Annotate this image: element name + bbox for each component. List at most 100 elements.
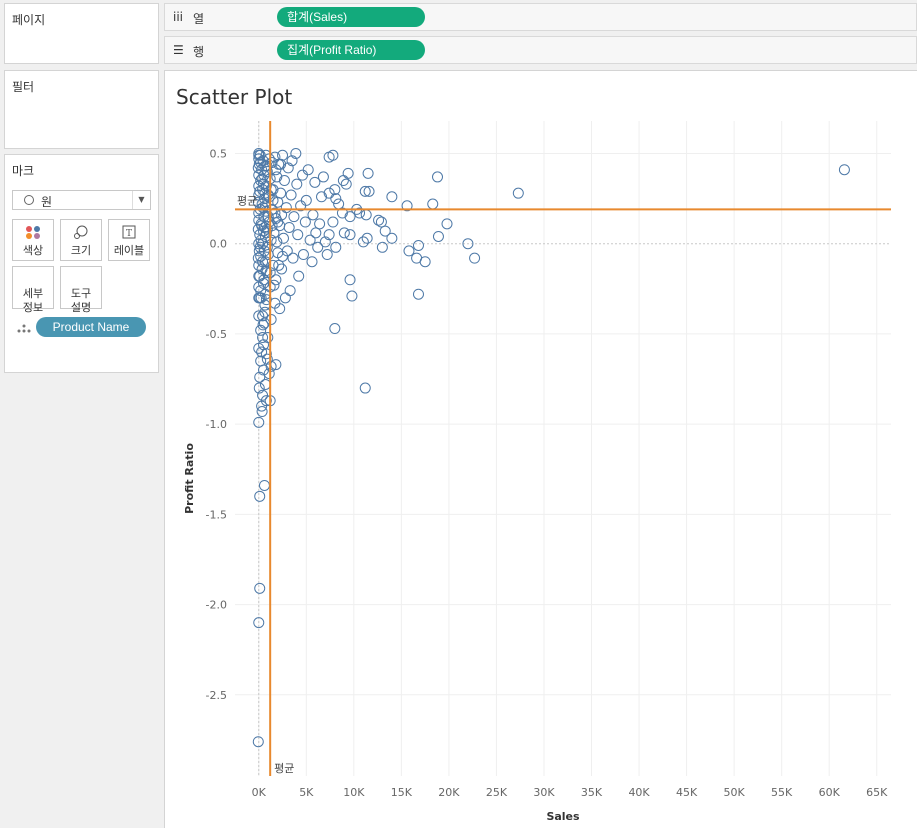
data-point[interactable] bbox=[268, 279, 280, 291]
data-point[interactable] bbox=[319, 236, 331, 248]
data-point[interactable] bbox=[376, 241, 388, 253]
data-point[interactable] bbox=[267, 259, 279, 271]
data-point[interactable] bbox=[373, 214, 385, 226]
data-point[interactable] bbox=[316, 191, 328, 203]
data-point[interactable] bbox=[361, 232, 373, 244]
data-point[interactable] bbox=[282, 162, 294, 174]
data-point[interactable] bbox=[512, 187, 524, 199]
data-point[interactable] bbox=[253, 259, 265, 271]
data-point[interactable] bbox=[277, 149, 289, 161]
data-point[interactable] bbox=[309, 176, 321, 188]
data-point[interactable] bbox=[293, 270, 305, 282]
data-point[interactable] bbox=[271, 171, 283, 183]
sales-pill[interactable]: 합계(Sales) bbox=[277, 7, 425, 27]
data-point[interactable] bbox=[257, 310, 269, 322]
data-point[interactable] bbox=[290, 147, 302, 159]
data-point[interactable] bbox=[330, 241, 342, 253]
data-point[interactable] bbox=[411, 252, 423, 264]
data-point[interactable] bbox=[337, 175, 349, 187]
data-point[interactable] bbox=[258, 479, 270, 491]
columns-shelf[interactable]: iii 열 합계(Sales) bbox=[164, 3, 917, 31]
data-point[interactable] bbox=[321, 249, 333, 261]
data-point[interactable] bbox=[255, 175, 267, 187]
data-point[interactable] bbox=[258, 274, 270, 286]
data-point[interactable] bbox=[427, 198, 439, 210]
data-point[interactable] bbox=[286, 155, 298, 167]
data-point[interactable] bbox=[254, 185, 266, 197]
data-point[interactable] bbox=[329, 184, 341, 196]
data-point[interactable] bbox=[273, 259, 285, 271]
data-point[interactable] bbox=[254, 241, 266, 253]
data-point[interactable] bbox=[260, 294, 272, 306]
mark-type-dropdown[interactable]: 원 ▼ bbox=[12, 190, 151, 210]
data-point[interactable] bbox=[338, 227, 350, 239]
data-point[interactable] bbox=[252, 736, 264, 748]
data-point[interactable] bbox=[375, 216, 387, 228]
data-point[interactable] bbox=[255, 324, 267, 336]
data-point[interactable] bbox=[412, 240, 424, 252]
data-point[interactable] bbox=[344, 211, 356, 223]
data-point[interactable] bbox=[255, 250, 267, 262]
data-point[interactable] bbox=[270, 274, 282, 286]
label-button[interactable]: T 레이블 bbox=[108, 219, 150, 261]
filters-card[interactable]: 필터 bbox=[4, 70, 159, 149]
color-button[interactable]: 색상 bbox=[12, 219, 54, 261]
data-point[interactable] bbox=[359, 382, 371, 394]
data-point[interactable] bbox=[336, 207, 348, 219]
data-point[interactable] bbox=[357, 236, 369, 248]
data-point[interactable] bbox=[285, 189, 297, 201]
data-point[interactable] bbox=[271, 236, 283, 248]
data-point[interactable] bbox=[295, 200, 307, 212]
data-point[interactable] bbox=[323, 187, 335, 199]
data-point[interactable] bbox=[432, 171, 444, 183]
data-point[interactable] bbox=[261, 241, 273, 253]
data-point[interactable] bbox=[310, 227, 322, 239]
data-point[interactable] bbox=[297, 169, 309, 181]
data-point[interactable] bbox=[253, 617, 265, 629]
data-point[interactable] bbox=[257, 184, 269, 196]
data-point[interactable] bbox=[386, 191, 398, 203]
data-point[interactable] bbox=[304, 234, 316, 246]
data-point[interactable] bbox=[291, 178, 303, 190]
data-point[interactable] bbox=[342, 167, 354, 179]
data-point[interactable] bbox=[330, 193, 342, 205]
data-point[interactable] bbox=[253, 310, 265, 322]
data-point[interactable] bbox=[253, 342, 265, 354]
data-point[interactable] bbox=[287, 252, 299, 264]
data-point[interactable] bbox=[277, 250, 289, 262]
data-point[interactable] bbox=[255, 234, 267, 246]
data-point[interactable] bbox=[253, 180, 265, 192]
data-point[interactable] bbox=[279, 292, 291, 304]
data-point[interactable] bbox=[258, 178, 270, 190]
data-point[interactable] bbox=[314, 218, 326, 230]
data-point[interactable] bbox=[257, 319, 269, 331]
tooltip-button[interactable]: 도구 설명 bbox=[60, 266, 102, 314]
data-point[interactable] bbox=[272, 216, 284, 228]
data-point[interactable] bbox=[307, 209, 319, 221]
detail-button[interactable]: 세부 정보 bbox=[12, 266, 54, 314]
data-point[interactable] bbox=[329, 323, 341, 335]
profit-ratio-pill[interactable]: 집계(Profit Ratio) bbox=[277, 40, 425, 60]
data-point[interactable] bbox=[256, 346, 268, 358]
scatter-plot[interactable]: 0K 5K 10K 15K 20K 25K 30K 35K 40K 45K 50K 55K 60K 65K… bbox=[165, 71, 917, 828]
data-point[interactable] bbox=[362, 167, 374, 179]
data-point[interactable] bbox=[312, 241, 324, 253]
data-point[interactable] bbox=[257, 332, 269, 344]
data-point[interactable] bbox=[292, 229, 304, 241]
data-point[interactable] bbox=[283, 221, 295, 233]
data-point[interactable] bbox=[253, 382, 265, 394]
data-point[interactable] bbox=[412, 288, 424, 300]
data-point[interactable] bbox=[267, 194, 279, 206]
data-point[interactable] bbox=[346, 290, 358, 302]
data-point[interactable] bbox=[299, 216, 311, 228]
data-point[interactable] bbox=[469, 252, 481, 264]
data-point[interactable] bbox=[256, 406, 268, 418]
data-point[interactable] bbox=[262, 211, 274, 223]
data-point[interactable] bbox=[284, 285, 296, 297]
data-point[interactable] bbox=[272, 196, 284, 208]
data-point[interactable] bbox=[403, 245, 415, 257]
data-point[interactable] bbox=[256, 173, 268, 185]
data-point[interactable] bbox=[288, 211, 300, 223]
data-point[interactable] bbox=[259, 378, 271, 390]
data-point[interactable] bbox=[386, 232, 398, 244]
